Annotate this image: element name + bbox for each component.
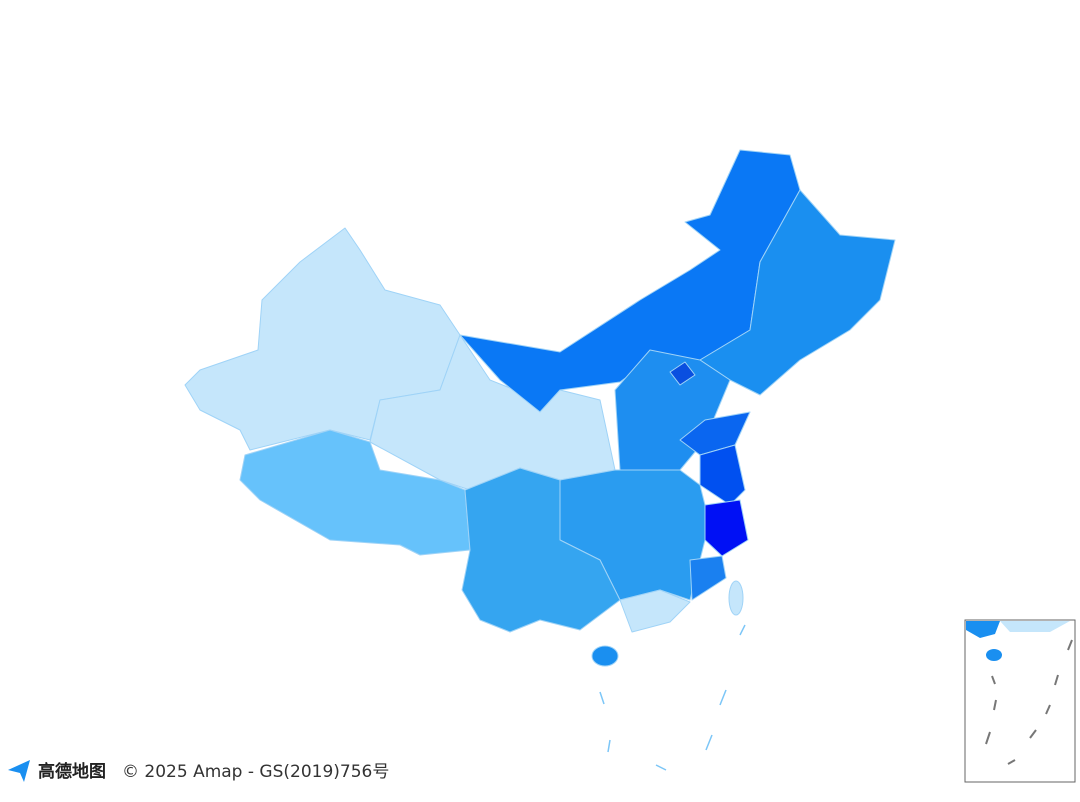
dash — [1045, 704, 1051, 715]
region-taiwan — [728, 580, 744, 616]
attribution: 高德地图 © 2025 Amap - GS(2019)756号 — [8, 760, 389, 782]
island-line — [705, 734, 713, 751]
island-line — [719, 689, 727, 706]
region-jiangsu — [699, 444, 746, 506]
inset-map — [964, 619, 1076, 783]
china-map — [184, 149, 896, 771]
island-line — [599, 691, 605, 705]
inset-dashes — [985, 639, 1073, 765]
dash — [1007, 759, 1016, 765]
south-sea-islands — [599, 624, 746, 771]
dash — [991, 675, 996, 685]
region-southwest — [461, 467, 621, 633]
region-shandong — [679, 411, 751, 456]
dash — [985, 731, 991, 745]
region-northeast — [699, 189, 896, 396]
region-fujian — [689, 555, 727, 601]
inset-mainland-light — [1000, 621, 1070, 632]
region-zhejiang — [704, 499, 749, 557]
region-hainan — [591, 645, 619, 667]
copyright: © 2025 Amap - GS(2019)756号 — [122, 762, 389, 782]
logo-icon — [8, 760, 30, 782]
inset-hainan — [986, 649, 1002, 661]
region-guangdong — [619, 589, 691, 633]
island-line — [607, 739, 611, 753]
brand-name: 高德地图 — [38, 761, 106, 782]
inset-mainland — [966, 621, 1000, 638]
island-line — [739, 624, 746, 636]
region-beijing — [669, 361, 696, 386]
dash — [993, 699, 997, 711]
dash — [1054, 674, 1059, 686]
island-line — [655, 764, 667, 771]
dash — [1029, 729, 1037, 739]
region-xinjiang — [184, 227, 461, 451]
inset-frame — [964, 619, 1076, 783]
dash — [1067, 639, 1073, 651]
